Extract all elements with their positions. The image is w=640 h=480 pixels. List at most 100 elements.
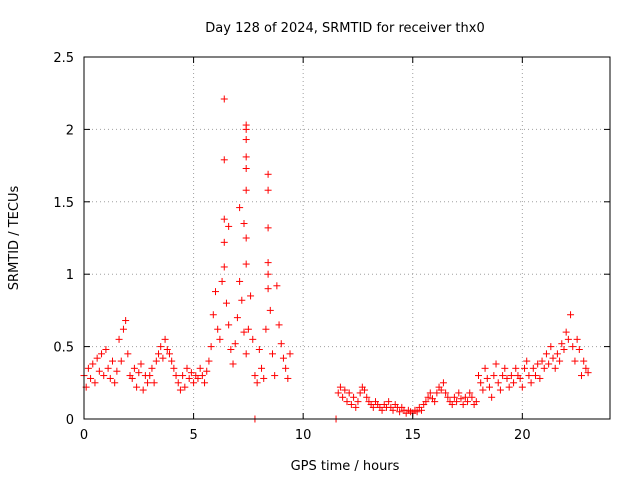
data-point	[341, 386, 349, 394]
data-point	[444, 393, 452, 401]
data-point	[466, 389, 474, 397]
data-point	[472, 398, 480, 406]
data-point	[137, 360, 145, 368]
data-point	[551, 364, 559, 372]
data-point	[523, 357, 531, 365]
data-point	[242, 164, 250, 172]
data-point	[253, 379, 261, 387]
data-point	[505, 383, 513, 391]
data-point	[146, 372, 154, 380]
data-point	[578, 372, 586, 380]
x-axis-title: GPS time / hours	[291, 459, 400, 474]
data-point	[220, 215, 228, 223]
data-point	[222, 299, 230, 307]
data-point	[108, 357, 116, 365]
data-point	[275, 321, 283, 329]
data-point	[144, 379, 152, 387]
data-point	[220, 263, 228, 271]
data-point	[242, 350, 250, 358]
data-point	[111, 379, 119, 387]
data-point	[279, 354, 287, 362]
data-point	[152, 357, 160, 365]
data-point	[350, 393, 358, 401]
data-point	[567, 311, 575, 319]
data-point	[181, 383, 189, 391]
data-point	[573, 335, 581, 343]
data-point	[439, 379, 447, 387]
data-point	[529, 364, 537, 372]
y-tick-label: 2	[66, 123, 74, 138]
data-point	[119, 325, 127, 333]
data-point	[339, 393, 347, 401]
x-tick-label: 5	[189, 428, 197, 443]
data-point	[336, 383, 344, 391]
y-axis-title: SRMTID / TECUs	[7, 186, 22, 291]
data-point	[176, 386, 184, 394]
data-point	[220, 95, 228, 103]
data-point	[242, 186, 250, 194]
data-point	[247, 292, 255, 300]
data-point	[510, 379, 518, 387]
data-point	[527, 379, 535, 387]
data-point	[266, 306, 274, 314]
data-point	[534, 360, 542, 368]
data-points	[80, 95, 592, 423]
data-point	[361, 386, 369, 394]
data-point	[345, 389, 353, 397]
data-point	[499, 372, 507, 380]
data-point	[268, 350, 276, 358]
data-point	[214, 325, 222, 333]
data-point	[225, 321, 233, 329]
data-point	[135, 369, 143, 377]
data-point	[512, 364, 520, 372]
plot-frame	[83, 56, 611, 420]
data-point	[450, 393, 458, 401]
data-point	[369, 403, 377, 411]
data-point	[260, 374, 268, 382]
data-point	[198, 372, 206, 380]
data-point	[207, 343, 215, 351]
y-tick-label: 1	[66, 268, 74, 283]
data-point	[240, 328, 248, 336]
data-point	[580, 357, 588, 365]
data-point	[501, 364, 509, 372]
data-point	[163, 345, 171, 353]
data-point	[569, 343, 577, 351]
data-point	[91, 379, 99, 387]
data-point	[485, 383, 493, 391]
data-point	[558, 340, 566, 348]
data-point	[284, 374, 292, 382]
data-point	[130, 364, 138, 372]
data-point	[277, 340, 285, 348]
data-point	[258, 364, 266, 372]
data-point	[457, 395, 465, 403]
data-point	[453, 398, 461, 406]
data-point	[389, 406, 397, 414]
data-point	[229, 360, 237, 368]
data-point	[155, 350, 163, 358]
data-point	[518, 383, 526, 391]
data-point	[242, 125, 250, 133]
data-point	[538, 357, 546, 365]
data-point	[437, 386, 445, 394]
data-point	[165, 350, 173, 358]
data-point	[352, 403, 360, 411]
data-point	[113, 367, 121, 375]
data-point	[212, 288, 219, 296]
data-point	[84, 364, 92, 372]
data-point	[218, 277, 226, 285]
data-point	[531, 372, 539, 380]
data-point	[187, 369, 195, 377]
y-tick-label: 0.5	[53, 341, 74, 356]
data-point	[461, 393, 469, 401]
data-point	[413, 408, 421, 416]
data-point	[422, 398, 430, 406]
data-point	[225, 222, 233, 230]
data-point	[196, 364, 204, 372]
chart-title: Day 128 of 2024, SRMTID for receiver thx…	[205, 21, 484, 36]
data-point	[459, 401, 467, 409]
data-point	[560, 345, 568, 353]
data-point	[262, 325, 270, 333]
data-point	[356, 389, 364, 397]
